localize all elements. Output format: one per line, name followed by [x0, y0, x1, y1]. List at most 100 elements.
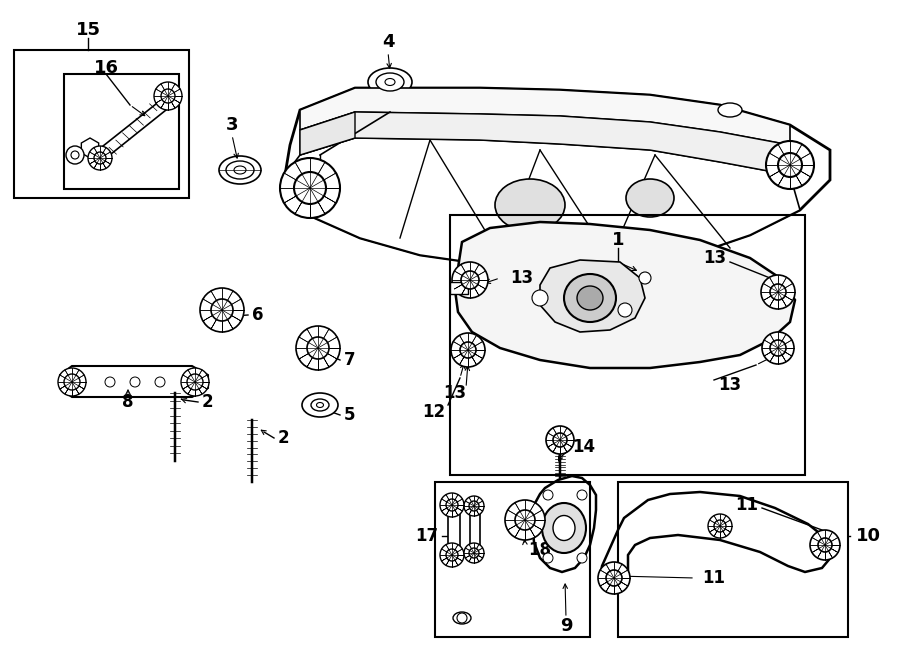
- Polygon shape: [470, 498, 480, 560]
- Circle shape: [770, 340, 786, 356]
- Text: 15: 15: [76, 21, 101, 39]
- Polygon shape: [540, 260, 645, 332]
- Text: 2: 2: [202, 393, 213, 411]
- Circle shape: [294, 172, 326, 204]
- Circle shape: [457, 613, 467, 623]
- Ellipse shape: [219, 156, 261, 184]
- Polygon shape: [532, 476, 596, 572]
- Bar: [435, 482, 590, 637]
- Bar: [64, 74, 179, 189]
- Circle shape: [154, 82, 182, 110]
- Circle shape: [296, 326, 340, 370]
- Circle shape: [88, 146, 112, 170]
- Ellipse shape: [317, 403, 323, 407]
- Circle shape: [818, 538, 832, 552]
- Text: 13: 13: [718, 376, 741, 394]
- Bar: [618, 482, 848, 637]
- Bar: [450, 282, 468, 294]
- Text: 11: 11: [702, 569, 725, 587]
- Polygon shape: [60, 366, 208, 397]
- Ellipse shape: [564, 274, 616, 322]
- Text: 17: 17: [415, 527, 438, 545]
- Circle shape: [161, 89, 175, 103]
- Text: 16: 16: [94, 59, 119, 77]
- Circle shape: [440, 493, 464, 517]
- Circle shape: [446, 499, 458, 511]
- Circle shape: [460, 342, 476, 358]
- Circle shape: [155, 377, 165, 387]
- Text: 14: 14: [572, 438, 595, 456]
- Polygon shape: [81, 138, 99, 158]
- Text: 3: 3: [226, 116, 239, 134]
- Circle shape: [58, 368, 86, 396]
- Text: 13: 13: [443, 384, 466, 402]
- Circle shape: [461, 271, 479, 289]
- Circle shape: [778, 153, 802, 177]
- Circle shape: [543, 553, 553, 563]
- Ellipse shape: [553, 516, 575, 541]
- Circle shape: [639, 272, 651, 284]
- Circle shape: [181, 368, 209, 396]
- Bar: [14, 50, 189, 198]
- Circle shape: [464, 543, 484, 563]
- Circle shape: [598, 562, 630, 594]
- Circle shape: [130, 377, 140, 387]
- Text: 12: 12: [422, 403, 445, 421]
- Ellipse shape: [718, 103, 742, 117]
- Text: 13: 13: [703, 249, 726, 267]
- Circle shape: [515, 510, 535, 530]
- Ellipse shape: [453, 612, 471, 624]
- Text: 9: 9: [560, 617, 572, 635]
- Text: 7: 7: [344, 351, 356, 369]
- Ellipse shape: [376, 73, 404, 91]
- Circle shape: [766, 141, 814, 189]
- Text: 11: 11: [735, 496, 758, 514]
- Circle shape: [577, 490, 587, 500]
- Circle shape: [543, 490, 553, 500]
- Circle shape: [469, 501, 479, 511]
- Polygon shape: [285, 88, 830, 268]
- Circle shape: [469, 548, 479, 558]
- Polygon shape: [96, 96, 174, 162]
- Ellipse shape: [311, 399, 329, 411]
- Polygon shape: [300, 112, 790, 175]
- Ellipse shape: [368, 68, 412, 96]
- Ellipse shape: [495, 179, 565, 231]
- Circle shape: [606, 570, 622, 586]
- Circle shape: [64, 374, 80, 390]
- Ellipse shape: [542, 503, 586, 553]
- Circle shape: [505, 500, 545, 540]
- Text: 4: 4: [382, 33, 394, 51]
- Circle shape: [66, 146, 84, 164]
- Circle shape: [618, 303, 632, 317]
- Circle shape: [810, 530, 840, 560]
- Text: 8: 8: [122, 393, 134, 411]
- Ellipse shape: [385, 79, 395, 85]
- Circle shape: [762, 332, 794, 364]
- Circle shape: [105, 377, 115, 387]
- Circle shape: [708, 514, 732, 538]
- Circle shape: [200, 288, 244, 332]
- Ellipse shape: [577, 286, 603, 310]
- Text: 1: 1: [612, 231, 625, 249]
- Circle shape: [307, 337, 329, 359]
- Circle shape: [577, 553, 587, 563]
- Circle shape: [440, 543, 464, 567]
- Polygon shape: [300, 112, 355, 155]
- Circle shape: [452, 262, 488, 298]
- Circle shape: [553, 433, 567, 447]
- Polygon shape: [455, 222, 795, 368]
- Bar: [450, 215, 805, 475]
- Circle shape: [532, 290, 548, 306]
- Text: 6: 6: [252, 306, 264, 324]
- Ellipse shape: [226, 161, 254, 179]
- Polygon shape: [285, 138, 800, 268]
- Circle shape: [770, 284, 786, 300]
- Circle shape: [451, 333, 485, 367]
- Circle shape: [464, 496, 484, 516]
- Circle shape: [94, 152, 106, 164]
- Text: 10: 10: [856, 527, 881, 545]
- Circle shape: [546, 426, 574, 454]
- Ellipse shape: [234, 166, 246, 174]
- Text: 5: 5: [344, 406, 356, 424]
